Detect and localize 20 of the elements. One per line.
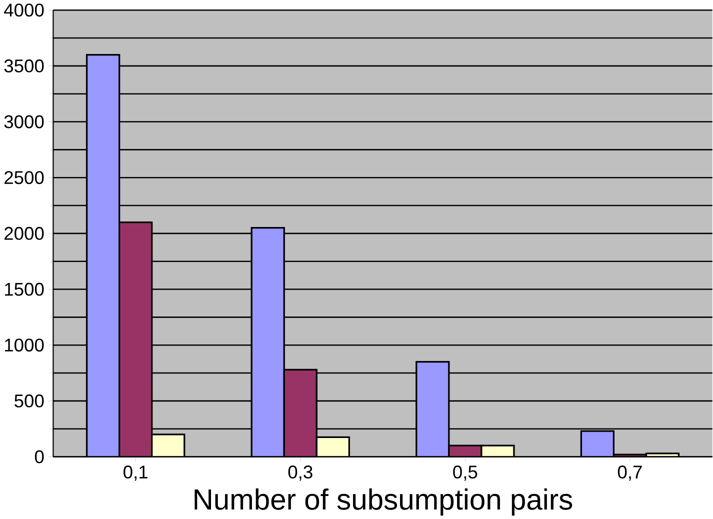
y-tick-label: 2000 <box>4 226 44 240</box>
x-tick-label: 0,1 <box>124 465 148 481</box>
y-tick-label: 3500 <box>4 59 44 72</box>
bar <box>86 54 120 457</box>
y-tick-label: 1500 <box>5 282 44 296</box>
y-tick-label: 500 <box>14 394 44 408</box>
bar <box>250 226 285 457</box>
y-tick-label: 0 <box>34 450 44 464</box>
x-tick-label: 0,7 <box>618 465 642 481</box>
y-tick-label: 2500 <box>4 171 44 184</box>
bar <box>118 221 153 457</box>
bar <box>416 360 450 457</box>
x-tick-label: 0,3 <box>288 465 312 481</box>
x-axis-title: Number of subsumption pairs <box>194 488 572 516</box>
x-tick-label: 0,5 <box>453 465 478 481</box>
y-tick-label: 4000 <box>4 4 44 17</box>
y-tick-label: 3000 <box>4 115 44 128</box>
y-tick-label: 1000 <box>5 338 44 352</box>
bar <box>151 434 186 457</box>
bar <box>283 368 318 457</box>
